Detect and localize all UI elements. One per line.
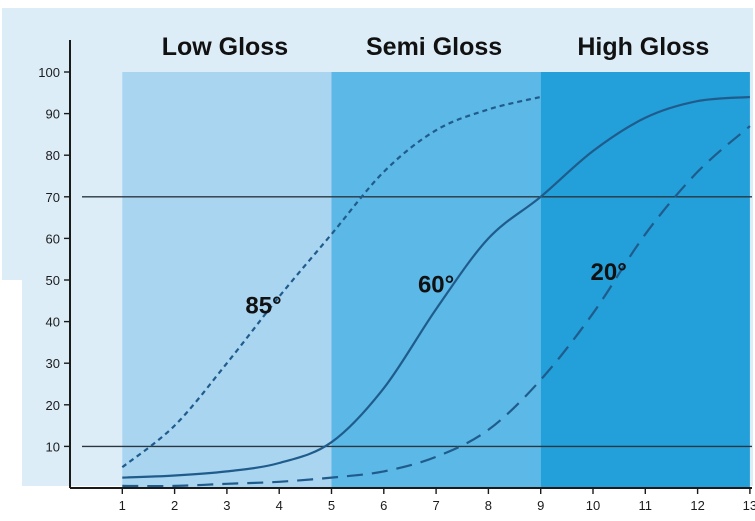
y-tick-label: 70 [46,190,60,205]
y-tick-label: 10 [46,439,60,454]
series-line [121,95,541,469]
y-tick-label: 100 [38,65,60,80]
x-tick-label: 6 [380,498,387,513]
y-tick-label: 80 [46,148,60,163]
y-tick-label: 60 [46,231,60,246]
series-line [122,95,750,479]
series-label: 60° [418,271,454,298]
series-label: 20° [591,259,627,286]
x-tick-label: 7 [432,498,439,513]
y-tick-label: 20 [46,398,60,413]
y-tick-label: 50 [46,273,60,288]
x-tick-label: 10 [586,498,600,513]
gloss-band [122,72,332,488]
x-tick-label: 5 [328,498,335,513]
x-tick-label: 3 [223,498,230,513]
y-tick-label: 40 [46,315,60,330]
x-tick-label: 11 [639,498,653,513]
band-label: Low Gloss [162,33,288,61]
band-label: Semi Gloss [366,33,502,61]
x-tick-label: 2 [171,498,178,513]
x-tick-label: 12 [690,498,704,513]
x-tick-label: 4 [276,498,283,513]
x-tick-label: 13 [743,498,755,513]
y-tick-label: 30 [46,356,60,371]
x-tick-label: 9 [537,498,544,513]
page-margin [0,280,22,490]
series-line [122,125,751,488]
band-label: High Gloss [577,33,709,61]
x-tick-label: 1 [119,498,126,513]
gloss-band [331,72,541,488]
y-tick-label: 90 [46,107,60,122]
x-tick-label: 8 [485,498,492,513]
series-label: 85° [245,292,281,319]
gloss-band [540,72,750,488]
